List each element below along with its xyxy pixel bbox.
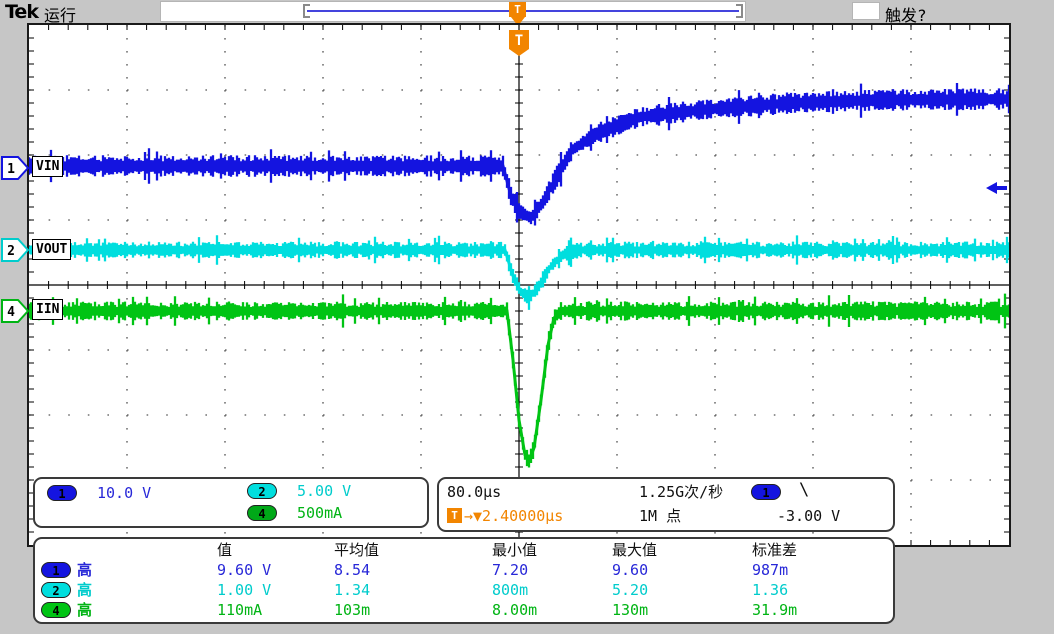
- measurement-row: 1 高 9.60 V 8.54 7.20 9.60 987m: [35, 561, 893, 581]
- measurement-value: 103m: [334, 601, 371, 619]
- ch2-reference-marker-icon: 2: [1, 238, 30, 262]
- measurement-value: 31.9m: [752, 601, 798, 619]
- ch1-reference-marker-icon: 1: [1, 156, 30, 180]
- measurement-header: 最小值: [492, 541, 538, 559]
- ch1-badge: 1: [47, 485, 77, 501]
- ch2-scale: 5.00 V: [297, 482, 352, 500]
- measurement-value: 987m: [752, 561, 789, 579]
- trigger-level-readout: -3.00 V: [777, 507, 841, 525]
- status-mini-box: [852, 2, 880, 20]
- trigger-status-text: 触发?: [885, 6, 927, 25]
- ch2-trace-label: VOUT: [32, 239, 72, 260]
- trigger-slope-icon: \: [799, 480, 810, 500]
- tek-logo: Tek: [5, 1, 39, 23]
- record-window-bracket-right: [736, 4, 743, 18]
- record-length-readout: 1M 点: [639, 507, 682, 525]
- measurement-name: 高: [77, 581, 93, 599]
- ch4-badge: 4: [247, 505, 277, 521]
- measurement-header: 平均值: [334, 541, 380, 559]
- measurement-value: 5.20: [612, 581, 649, 599]
- measurement-header: 标准差: [752, 541, 798, 559]
- measurement-header-row: 值 平均值 最小值 最大值 标准差: [35, 541, 893, 561]
- measurement-header: 值: [217, 541, 233, 559]
- ch2-badge: 2: [247, 483, 277, 499]
- measurement-channel-badge: 2: [41, 582, 71, 598]
- trigger-source-badge: 1: [751, 484, 781, 500]
- measurement-value: 9.60: [612, 561, 649, 579]
- vertical-scale-readout: 1 10.0 V 2 5.00 V 4 500mA: [33, 477, 429, 528]
- sample-rate-readout: 1.25G次/秒: [639, 483, 724, 501]
- svg-text:2: 2: [7, 244, 15, 259]
- ch4-scale: 500mA: [297, 504, 343, 522]
- measurement-channel-badge: 4: [41, 602, 71, 618]
- timebase-readout: 80.0μs: [447, 483, 502, 501]
- acquisition-status: 运行: [44, 6, 77, 25]
- measurement-name: 高: [77, 561, 93, 579]
- svg-text:4: 4: [7, 305, 15, 320]
- trigger-position-arrow-icon: [511, 17, 525, 26]
- ch1-scale: 10.0 V: [97, 484, 152, 502]
- measurement-value: 8.00m: [492, 601, 538, 619]
- svg-text:1: 1: [7, 162, 15, 177]
- measurement-row: 2 高 1.00 V 1.34 800m 5.20 1.36: [35, 581, 893, 601]
- ch1-trace-label: VIN: [32, 156, 64, 177]
- graticule-display: T VIN VOUT IIN: [27, 23, 1011, 547]
- measurement-value: 1.36: [752, 581, 789, 599]
- measurement-row: 4 高 110mA 103m 8.00m 130m 31.9m: [35, 601, 893, 621]
- ch4-reference-marker-icon: 4: [1, 299, 30, 323]
- trigger-position-readout: →▼2.40000μs: [464, 507, 564, 525]
- horizontal-trigger-readout: 80.0μs 1.25G次/秒 1 \ T →▼2.40000μs 1M 点 -…: [437, 477, 895, 532]
- trigger-level-arrow-icon: [986, 182, 1007, 194]
- trigger-t-icon: T: [447, 508, 462, 523]
- record-window-bracket-left: [303, 4, 310, 18]
- measurement-table: 值平均值 最小值 最大值 标准差 1 高 9.60 V 8.54 7.20 9.60 987m 2 高 1…: [33, 537, 895, 624]
- measurement-value: 800m: [492, 581, 529, 599]
- measurement-value: 7.20: [492, 561, 529, 579]
- trigger-position-icon: T: [509, 2, 526, 17]
- measurement-value: 8.54: [334, 561, 371, 579]
- trigger-flag-icon: [509, 30, 529, 56]
- measurement-value: 130m: [612, 601, 649, 619]
- svg-text:T: T: [515, 33, 523, 49]
- waveform-plot: T: [29, 25, 1009, 545]
- measurement-value: 1.00 V: [217, 581, 272, 599]
- measurement-name: 高: [77, 601, 93, 619]
- measurement-value: 1.34: [334, 581, 371, 599]
- measurement-channel-badge: 1: [41, 562, 71, 578]
- measurement-value: 9.60 V: [217, 561, 272, 579]
- measurement-header: 最大值: [612, 541, 658, 559]
- measurement-value: 110mA: [217, 601, 263, 619]
- ch4-trace-label: IIN: [32, 299, 64, 320]
- top-status-bar: Tek 运行 T 触发?: [0, 0, 1054, 26]
